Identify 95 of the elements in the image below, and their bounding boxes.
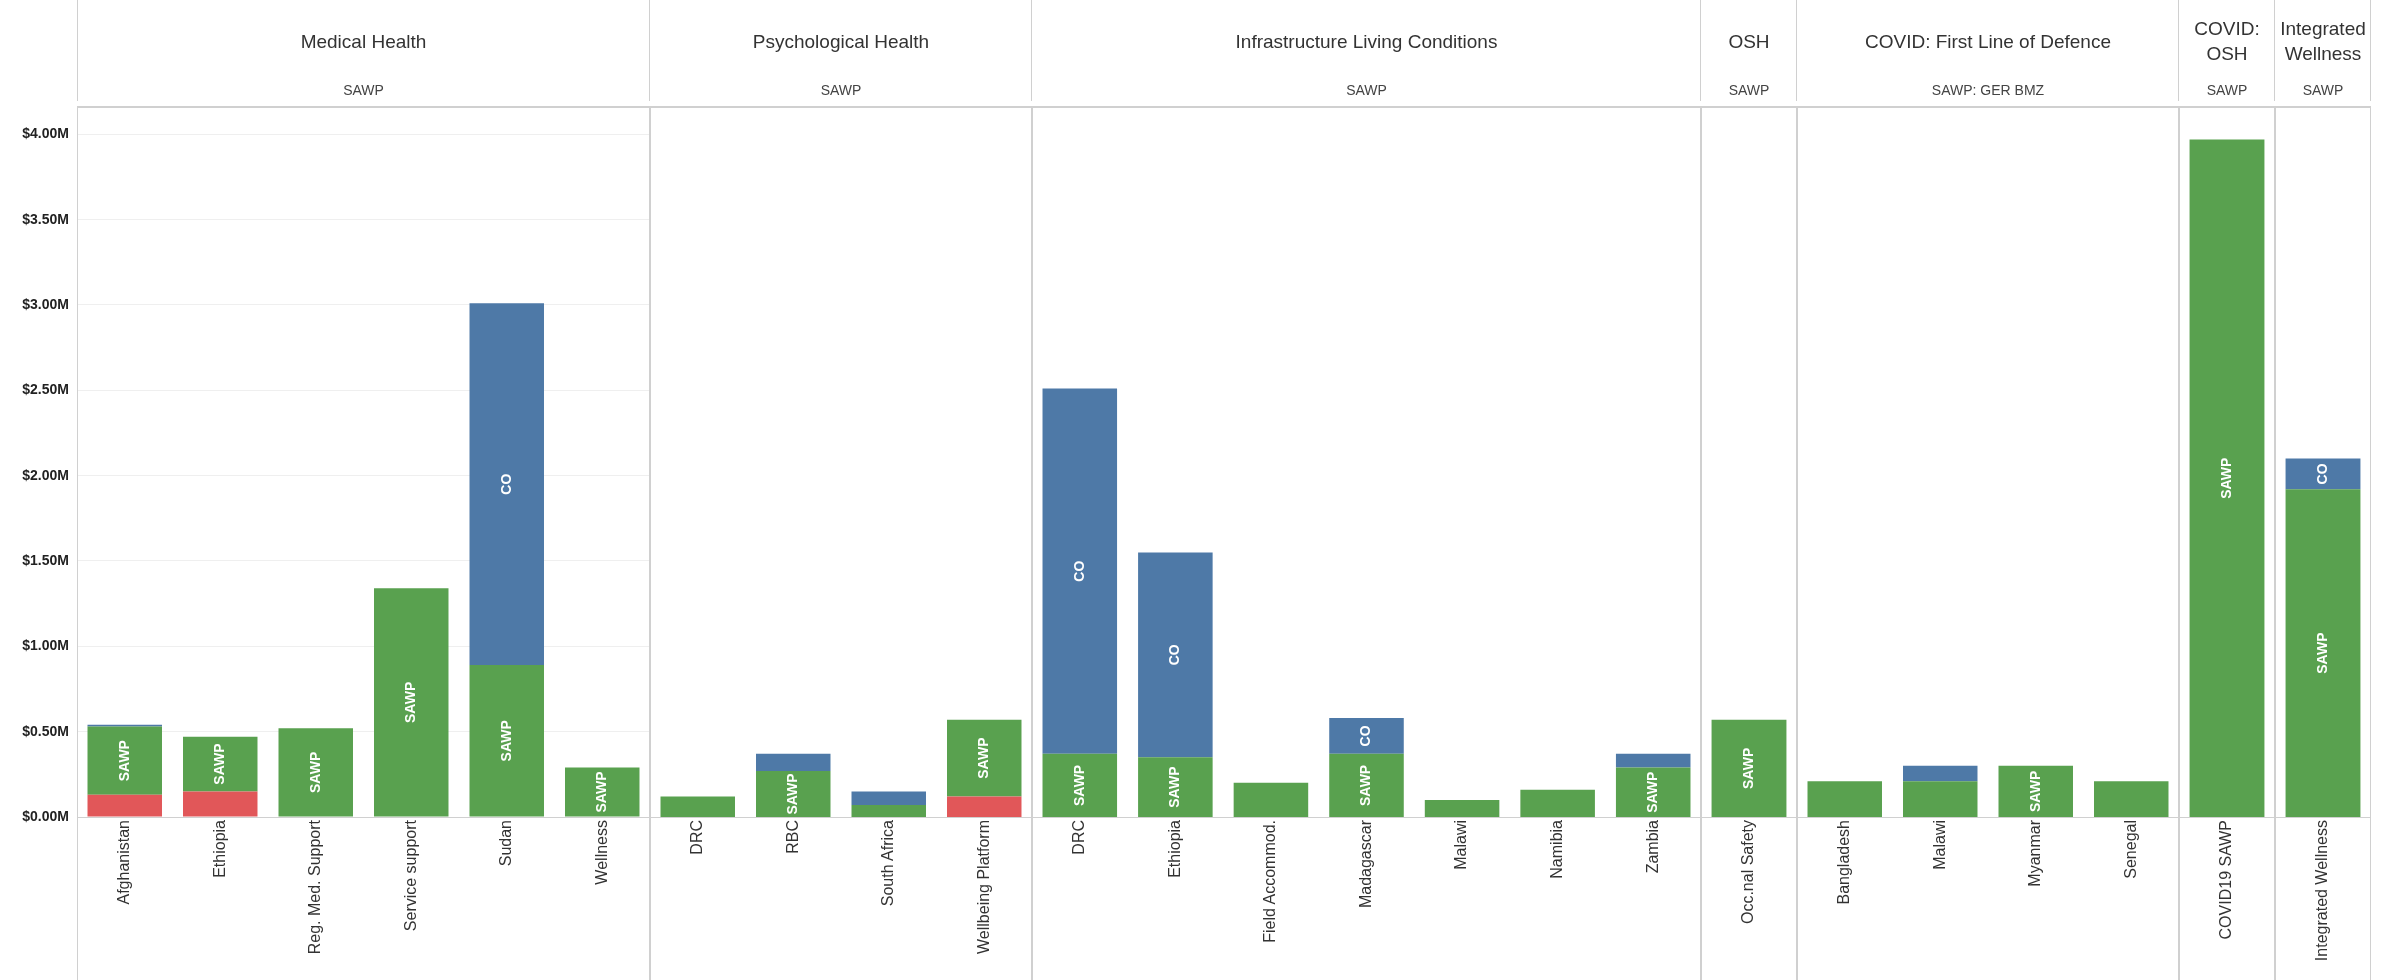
x-tick-label: Wellbeing Platform bbox=[974, 820, 992, 954]
bar bbox=[278, 728, 353, 817]
series-label: SAWP bbox=[784, 773, 801, 815]
bar bbox=[756, 753, 831, 771]
x-tick-label: Reg. Med. Support bbox=[306, 819, 324, 955]
x-tick-label: Senegal bbox=[2121, 820, 2139, 879]
text: SAWP bbox=[1357, 764, 1374, 807]
x-tick-label: Ethiopia bbox=[210, 819, 228, 878]
x-tick-label: Bangladesh bbox=[1835, 820, 1853, 905]
text: SAWP bbox=[497, 720, 514, 762]
y-tick-label: $0.50M bbox=[22, 722, 69, 739]
chart-subtitle: SAWP bbox=[342, 82, 385, 98]
x-tick-label: Afghanistan bbox=[115, 820, 133, 905]
text: SAWP bbox=[1070, 764, 1087, 807]
y-tick-label: $4.00M bbox=[22, 125, 69, 142]
series-label: SAWP bbox=[2026, 770, 2043, 813]
bar bbox=[87, 794, 162, 817]
text: CO bbox=[1166, 644, 1183, 666]
text: SAWP bbox=[975, 737, 992, 779]
x-tick-label: Zambia bbox=[1643, 819, 1661, 874]
y-tick-label: $2.00M bbox=[22, 466, 69, 483]
x-tick-label: DRC bbox=[1070, 820, 1088, 855]
x-tick-label: Malawi bbox=[1930, 820, 1948, 870]
y-tick-label: $2.50M bbox=[22, 381, 69, 398]
bar bbox=[851, 791, 926, 806]
x-tick-label: Madagascar bbox=[1356, 819, 1374, 909]
bar bbox=[1424, 799, 1500, 817]
x-tick-label: Field Accommod. bbox=[1261, 820, 1279, 943]
series-label: SAWP bbox=[1739, 747, 1756, 789]
x-tick-label: RBC bbox=[783, 820, 801, 854]
y-tick-label: $3.50M bbox=[22, 210, 69, 227]
chart-title: OSH bbox=[1727, 29, 1771, 54]
text: CO bbox=[1070, 560, 1087, 582]
text: SAWP bbox=[402, 681, 419, 724]
y-tick-label: $1.50M bbox=[22, 551, 69, 568]
y-tick-label: $1.00M bbox=[22, 637, 69, 654]
bar bbox=[947, 719, 1022, 797]
bar bbox=[1615, 767, 1691, 817]
bar bbox=[183, 791, 258, 817]
chart-title: Infrastructure Living Conditions bbox=[1234, 29, 1499, 54]
x-tick-label: Ethiopia bbox=[1165, 819, 1183, 878]
bar bbox=[87, 726, 162, 795]
chart-subtitle: SAWP bbox=[2301, 82, 2345, 98]
series-label: SAWP bbox=[593, 771, 610, 813]
chart-title: COVID: First Line of Defence bbox=[1863, 29, 2112, 54]
text: SAWP bbox=[1166, 766, 1183, 808]
bar bbox=[374, 588, 449, 817]
series-label: SAWP bbox=[1644, 771, 1661, 813]
text: SAWP bbox=[306, 751, 323, 793]
bar bbox=[183, 736, 258, 792]
x-tick-label: Sudan bbox=[497, 820, 515, 867]
bar bbox=[1233, 782, 1309, 817]
chart-title: COVID: OSH bbox=[2193, 17, 2261, 66]
bar bbox=[756, 770, 831, 817]
chart-subtitle: SAWP bbox=[2205, 82, 2249, 98]
chart-subtitle: SAWP bbox=[819, 82, 863, 98]
x-tick-label: COVID19 SAWP bbox=[2217, 820, 2235, 940]
bar bbox=[1138, 552, 1213, 758]
chart-title: Psychological Health bbox=[751, 29, 931, 54]
x-tick-label: Myanmar bbox=[2026, 819, 2044, 887]
bar bbox=[1615, 753, 1691, 768]
x-tick-label: Namibia bbox=[1548, 819, 1566, 879]
bar bbox=[851, 805, 926, 817]
y-tick-label: $3.00M bbox=[22, 295, 69, 312]
chart-subtitle: SAWP: GER BMZ bbox=[1930, 82, 2046, 98]
bar bbox=[1329, 753, 1404, 817]
text: SAWP bbox=[115, 740, 132, 782]
text: SAWP bbox=[211, 743, 228, 785]
bar bbox=[947, 796, 1022, 817]
x-tick-label: Occ.nal Safety bbox=[1739, 820, 1757, 925]
bar bbox=[1138, 757, 1213, 817]
bar bbox=[565, 767, 640, 817]
bar bbox=[1042, 753, 1118, 817]
y-tick-label: $0.00M bbox=[22, 807, 69, 824]
x-tick-label: Integrated Wellness bbox=[2313, 820, 2331, 962]
series-label: CO bbox=[2313, 463, 2330, 485]
bar bbox=[1520, 789, 1595, 817]
series-label: CO bbox=[497, 473, 514, 495]
x-tick-label: South Africa bbox=[879, 819, 897, 907]
bar bbox=[660, 796, 735, 817]
x-tick-label: Service support bbox=[401, 819, 419, 932]
chart-title: Medical Health bbox=[299, 29, 428, 54]
x-tick-label: Malawi bbox=[1452, 820, 1470, 870]
x-tick-label: Wellness bbox=[592, 820, 610, 885]
x-tick-label: DRC bbox=[688, 820, 706, 855]
bar bbox=[1042, 388, 1118, 754]
chart-subtitle: SAWP bbox=[1727, 82, 1771, 98]
series-label: SAWP bbox=[2313, 632, 2330, 674]
bar bbox=[469, 303, 544, 666]
bar bbox=[469, 665, 544, 817]
chart-title: Integrated Wellness bbox=[2279, 17, 2367, 66]
chart-subtitle: SAWP bbox=[1345, 82, 1388, 98]
series-label: CO bbox=[1357, 725, 1374, 747]
bar bbox=[1329, 718, 1404, 754]
series-label: SAWP bbox=[2217, 457, 2234, 499]
